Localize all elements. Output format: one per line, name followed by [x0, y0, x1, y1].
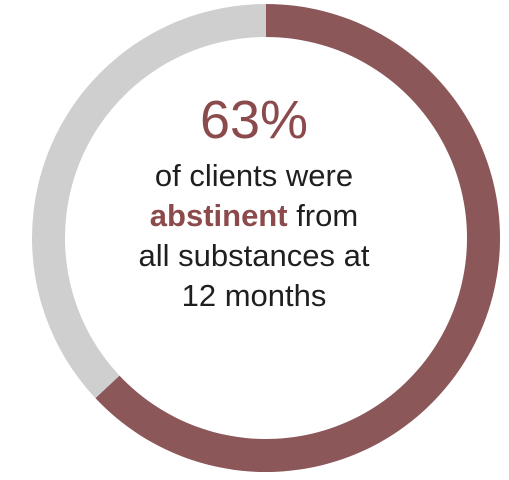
donut-center-label: 63% of clients were abstinent from all s… [84, 90, 424, 316]
donut-slice-remaining [31, 4, 267, 399]
percentage-value: 63% [199, 90, 309, 150]
caption-line-2: abstinent from [84, 196, 424, 236]
caption-line-3: all substances at [138, 238, 370, 273]
caption-line-4: 12 months [181, 278, 327, 313]
caption-line-1: of clients were [154, 158, 354, 193]
donut-slice-abstinent [95, 4, 500, 472]
caption-line-2-rest: from [287, 198, 359, 233]
highlight-word: abstinent [149, 198, 288, 233]
